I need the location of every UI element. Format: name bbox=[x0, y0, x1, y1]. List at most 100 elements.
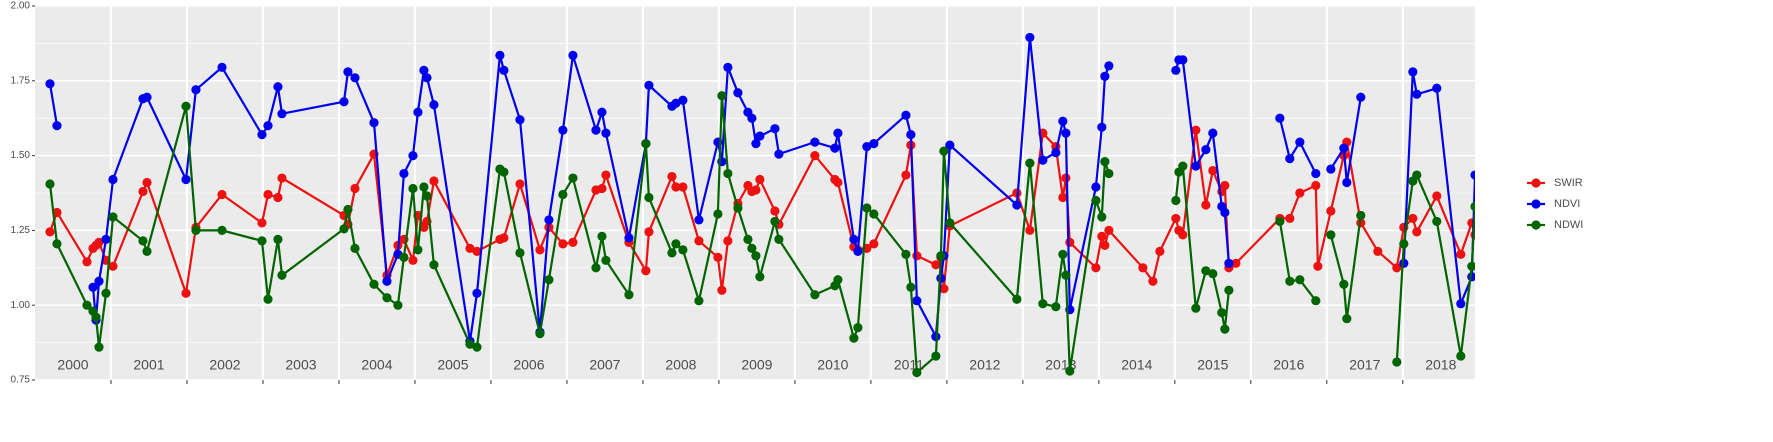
data-point bbox=[45, 179, 55, 189]
data-point bbox=[1058, 249, 1068, 259]
data-point bbox=[912, 367, 922, 378]
data-point bbox=[644, 227, 654, 237]
data-point bbox=[601, 170, 611, 180]
data-point bbox=[277, 173, 287, 183]
data-point bbox=[601, 255, 611, 265]
legend-key bbox=[1531, 178, 1541, 188]
data-point bbox=[1470, 201, 1475, 212]
data-point bbox=[591, 125, 601, 135]
data-point bbox=[343, 204, 353, 215]
data-point bbox=[399, 168, 409, 179]
data-point bbox=[1342, 177, 1352, 188]
data-point bbox=[1220, 207, 1230, 218]
data-point bbox=[408, 151, 418, 161]
data-point bbox=[869, 239, 879, 249]
data-point bbox=[429, 100, 439, 110]
data-point bbox=[770, 216, 780, 227]
data-point bbox=[1412, 227, 1422, 237]
data-point bbox=[82, 257, 92, 267]
data-point bbox=[1097, 231, 1107, 241]
data-point bbox=[1138, 263, 1148, 273]
data-point bbox=[94, 342, 104, 352]
year-label: 2018 bbox=[1425, 357, 1456, 373]
data-point bbox=[382, 276, 392, 286]
data-point bbox=[399, 252, 409, 262]
data-point bbox=[1025, 158, 1035, 168]
data-point bbox=[833, 177, 843, 188]
data-point bbox=[273, 82, 283, 92]
data-point bbox=[339, 224, 349, 234]
data-point bbox=[515, 115, 525, 125]
year-label: 2001 bbox=[133, 357, 164, 373]
data-point bbox=[810, 137, 820, 147]
data-point bbox=[1470, 230, 1475, 240]
data-point bbox=[191, 225, 201, 235]
data-point bbox=[1201, 200, 1211, 210]
data-point bbox=[45, 79, 55, 89]
data-point bbox=[667, 248, 677, 258]
data-point bbox=[1392, 263, 1402, 273]
data-point bbox=[671, 182, 681, 192]
data-point bbox=[849, 234, 859, 244]
data-point bbox=[733, 88, 743, 98]
data-point bbox=[644, 192, 654, 203]
year-label: 2010 bbox=[817, 357, 848, 373]
data-point bbox=[1432, 83, 1442, 93]
data-point bbox=[774, 149, 784, 159]
year-label: 2002 bbox=[209, 357, 240, 373]
data-point bbox=[1091, 182, 1101, 192]
data-point bbox=[1091, 263, 1101, 273]
legend-key bbox=[1531, 220, 1541, 230]
data-point bbox=[1467, 261, 1475, 271]
data-point bbox=[413, 107, 423, 117]
data-point bbox=[1313, 261, 1323, 271]
data-point bbox=[422, 191, 432, 201]
data-point bbox=[1339, 279, 1349, 289]
data-point bbox=[515, 179, 525, 189]
data-point bbox=[52, 239, 62, 249]
data-point bbox=[1025, 32, 1035, 43]
data-point bbox=[939, 284, 949, 294]
data-point bbox=[138, 186, 148, 197]
data-point bbox=[901, 170, 911, 180]
data-point bbox=[770, 206, 780, 216]
data-point bbox=[862, 142, 872, 152]
year-label: 2000 bbox=[57, 357, 88, 373]
data-point bbox=[408, 255, 418, 265]
year-label: 2007 bbox=[589, 357, 620, 373]
data-point bbox=[339, 97, 349, 107]
data-point bbox=[1285, 276, 1295, 286]
data-point bbox=[1208, 128, 1218, 138]
data-point bbox=[1399, 239, 1409, 249]
data-point bbox=[751, 185, 761, 195]
data-point bbox=[1295, 137, 1305, 147]
data-point bbox=[678, 182, 688, 192]
data-point bbox=[350, 73, 360, 83]
data-point bbox=[1171, 213, 1181, 224]
data-point bbox=[472, 288, 482, 298]
data-point bbox=[1408, 213, 1418, 224]
data-point bbox=[1432, 191, 1442, 201]
data-point bbox=[1038, 155, 1048, 165]
data-point bbox=[138, 236, 148, 246]
data-point bbox=[263, 294, 273, 304]
data-point bbox=[1097, 122, 1107, 132]
y-tick-label: 2.00 bbox=[11, 1, 31, 12]
data-point bbox=[108, 174, 118, 185]
data-point bbox=[1220, 324, 1230, 334]
data-point bbox=[1178, 161, 1188, 171]
data-point bbox=[678, 245, 688, 255]
data-point bbox=[644, 80, 654, 90]
data-point bbox=[1178, 230, 1188, 240]
data-point bbox=[717, 91, 727, 101]
data-point bbox=[1191, 303, 1201, 313]
data-point bbox=[906, 282, 916, 292]
data-point bbox=[1326, 230, 1336, 240]
data-point bbox=[1178, 55, 1188, 65]
data-point bbox=[597, 231, 607, 241]
data-point bbox=[1155, 246, 1165, 256]
data-point bbox=[1311, 296, 1321, 306]
data-point bbox=[257, 218, 267, 228]
data-point bbox=[45, 227, 55, 237]
data-point bbox=[369, 118, 379, 128]
